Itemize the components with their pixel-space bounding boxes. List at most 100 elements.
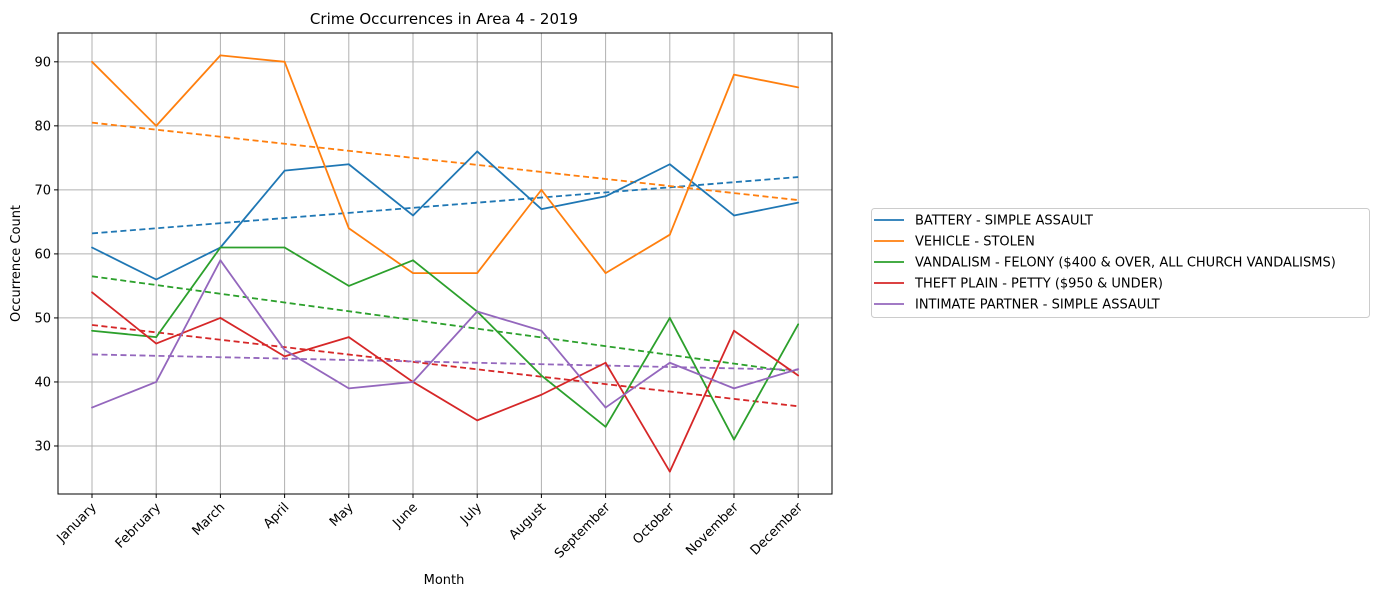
x-tick-label: January — [54, 500, 100, 546]
x-tick-label: May — [327, 500, 357, 530]
y-tick-label: 90 — [34, 55, 51, 70]
series-line-4 — [91, 259, 799, 409]
y-ticks: 30 40 50 60 70 80 90 — [34, 55, 58, 454]
data-point — [91, 246, 93, 249]
data-point — [155, 278, 158, 281]
data-point — [733, 438, 735, 441]
plot-frame — [57, 32, 833, 495]
data-point — [668, 470, 671, 473]
x-tick-label: April — [261, 500, 293, 532]
data-point — [155, 342, 158, 345]
data-point — [668, 317, 671, 319]
trend-line-4 — [91, 353, 799, 371]
y-tick-label: 50 — [34, 311, 51, 326]
data-point — [733, 387, 735, 390]
data-point — [412, 214, 414, 217]
data-point — [604, 272, 607, 275]
trend-line-2 — [91, 275, 799, 374]
y-tick-label: 40 — [34, 375, 51, 390]
data-point — [668, 233, 671, 236]
data-point — [91, 329, 93, 332]
trend-lines — [91, 121, 799, 408]
data-point — [797, 323, 800, 326]
x-tick-label: December — [748, 500, 807, 559]
data-point — [219, 259, 222, 262]
legend-label: THEFT PLAIN - PETTY ($950 & UNDER) — [914, 277, 1163, 292]
data-point — [668, 361, 671, 364]
data-point — [283, 60, 286, 63]
x-tick-label: June — [389, 500, 420, 531]
data-point — [219, 317, 222, 319]
data-point — [412, 259, 414, 262]
series-line-1 — [91, 54, 799, 275]
data-point — [540, 188, 543, 191]
data-point — [91, 406, 93, 409]
data-point — [540, 393, 543, 396]
legend-label: VEHICLE - STOLEN — [915, 235, 1035, 250]
y-tick-label: 60 — [34, 247, 51, 262]
legend-label: VANDALISM - FELONY ($400 & OVER, ALL CHU… — [915, 256, 1336, 271]
legend-label: BATTERY - SIMPLE ASSAULT — [915, 214, 1093, 229]
data-point — [733, 214, 735, 217]
data-point — [540, 374, 543, 377]
data-point — [604, 406, 607, 409]
x-tick-label: November — [683, 500, 742, 559]
data-point — [155, 381, 158, 383]
data-point — [733, 73, 735, 76]
data-point — [733, 329, 735, 332]
data-point — [476, 310, 479, 313]
data-point — [283, 246, 286, 249]
x-tick-label: September — [552, 500, 614, 562]
data-point — [347, 285, 350, 287]
x-tick-label: July — [457, 500, 485, 528]
legend: BATTERY - SIMPLE ASSAULT VEHICLE - STOLEN… — [871, 208, 1370, 318]
trend-line-0 — [91, 176, 799, 235]
data-point — [412, 381, 414, 383]
chart-title: Crime Occurrences in Area 4 - 2019 — [310, 10, 578, 28]
series-lines — [91, 54, 800, 473]
series-line-0 — [91, 150, 799, 281]
data-point — [412, 272, 414, 275]
data-point — [668, 163, 671, 166]
data-point — [797, 201, 800, 204]
x-tick-label: August — [506, 500, 549, 543]
data-point — [283, 169, 286, 172]
data-point — [347, 387, 350, 390]
data-point — [476, 272, 479, 275]
data-point — [219, 54, 222, 57]
grid — [58, 33, 832, 494]
data-point — [347, 227, 350, 230]
data-point — [155, 336, 158, 339]
x-ticks: January February March April May June July Augu… — [54, 494, 807, 562]
y-tick-label: 70 — [34, 183, 51, 198]
data-point — [219, 246, 222, 249]
data-point — [797, 368, 800, 371]
legend-label: INTIMATE PARTNER - SIMPLE ASSAULT — [915, 298, 1160, 313]
y-tick-label: 30 — [34, 439, 51, 454]
data-point — [476, 150, 479, 153]
trend-line-3 — [91, 324, 799, 408]
data-point — [604, 195, 607, 198]
x-tick-label: February — [113, 500, 165, 552]
data-point — [476, 419, 479, 422]
legend-box — [871, 208, 1370, 318]
data-point — [797, 86, 800, 89]
data-point — [604, 425, 607, 428]
data-point — [347, 163, 350, 166]
data-point — [797, 374, 800, 377]
data-point — [347, 336, 350, 339]
series-line-3 — [91, 291, 799, 473]
trend-line-1 — [91, 121, 799, 202]
y-axis-label: Occurrence Count — [9, 205, 24, 322]
x-tick-label: March — [190, 500, 229, 539]
data-point — [283, 355, 286, 358]
y-tick-label: 80 — [34, 119, 51, 134]
data-point — [540, 329, 543, 332]
data-point — [540, 208, 543, 210]
series-line-2 — [91, 246, 799, 441]
data-point — [283, 349, 286, 351]
data-point — [91, 291, 93, 294]
x-tick-label: October — [630, 500, 678, 548]
x-axis-label: Month — [424, 573, 465, 588]
